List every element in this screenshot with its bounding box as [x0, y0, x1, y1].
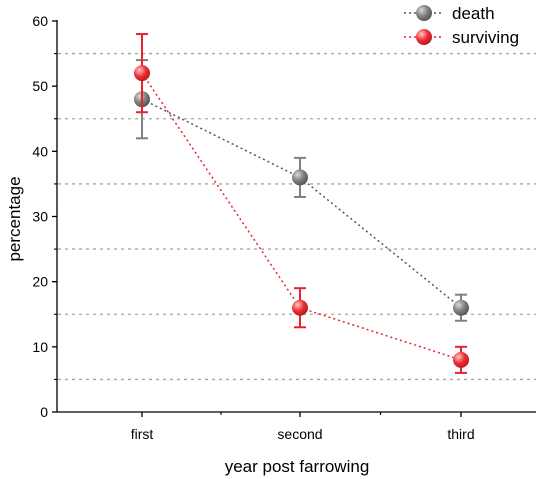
legend-marker [416, 5, 432, 21]
data-point [292, 299, 308, 316]
y-tick-label: 50 [32, 78, 48, 94]
series-line-segment [299, 307, 462, 361]
y-tick-label: 40 [32, 143, 48, 159]
x-tick-label: second [277, 426, 322, 442]
x-tick-label: first [131, 426, 154, 442]
legend-item-surviving: surviving [404, 28, 519, 47]
legend-item-death: death [404, 4, 495, 23]
legend-label: death [452, 4, 495, 23]
legend-marker [416, 29, 432, 45]
data-point [453, 299, 469, 316]
series-surviving [134, 33, 469, 374]
y-tick-label: 10 [32, 339, 48, 355]
x-tick-label: third [447, 426, 474, 442]
data-point [134, 65, 150, 82]
data-point [453, 351, 469, 368]
data-point [292, 169, 308, 186]
legend: death surviving [404, 4, 519, 47]
y-tick-label: 30 [32, 209, 48, 225]
series-death [134, 59, 469, 322]
series-line-segment [299, 176, 462, 309]
axes: 0 10 20 30 40 50 60 first second third [32, 13, 536, 442]
y-tick-label: 20 [32, 274, 48, 290]
series-layer [134, 33, 469, 374]
series-line-segment [141, 72, 301, 309]
legend-label: surviving [452, 28, 519, 47]
y-axis-title: percentage [5, 176, 24, 261]
x-axis-title: year post farrowing [225, 457, 370, 476]
y-tick-label: 0 [40, 404, 48, 420]
series-line-segment [141, 98, 301, 179]
y-tick-label: 60 [32, 13, 48, 29]
gridlines [58, 52, 536, 381]
